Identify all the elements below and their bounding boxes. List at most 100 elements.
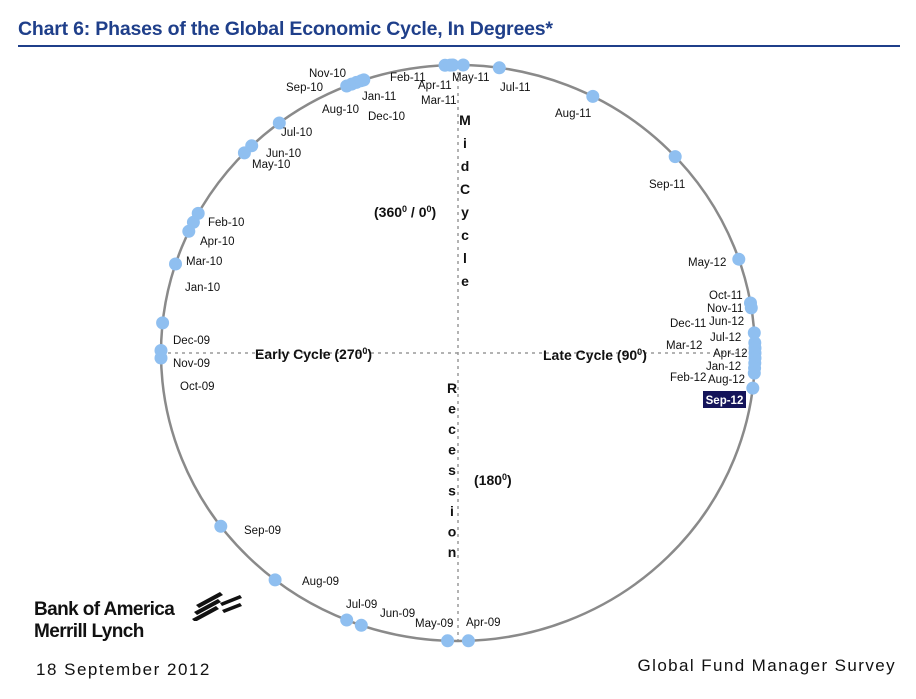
point-label-sep-11: Sep-11	[649, 179, 685, 191]
mid-cycle-label-letter: c	[461, 227, 469, 243]
early-cycle-label-part: Early Cycle (270	[255, 346, 363, 362]
point-label-oct-11: Oct-11	[709, 290, 743, 302]
point-label-may-11: May-11	[452, 72, 490, 84]
point-label-aug-09: Aug-09	[302, 576, 339, 588]
point-label-mar-11: Mar-11	[421, 95, 457, 107]
angle-label-360-part: 0	[427, 204, 432, 214]
recession-label-letter: s	[448, 462, 456, 478]
late-cycle-label-part: Late Cycle (90	[543, 347, 637, 363]
point-label-nov-09: Nov-09	[173, 358, 210, 370]
point-label-dec-10: Dec-10	[368, 111, 405, 123]
data-point-apr-11	[446, 58, 460, 72]
point-label-mar-10: Mar-10	[186, 256, 222, 268]
point-label-jan-12: Jan-12	[706, 361, 741, 373]
data-point-jan-11	[357, 73, 371, 87]
angle-label-360-part: )	[432, 204, 437, 220]
data-point-jan-10	[169, 257, 182, 271]
point-label-may-12: May-12	[688, 257, 726, 269]
point-label-nov-10: Nov-10	[309, 68, 346, 80]
data-point-may-11	[456, 58, 470, 72]
point-label-feb-10: Feb-10	[208, 217, 244, 229]
late-cycle-label: Late Cycle (900)	[543, 347, 647, 363]
flag-icon	[192, 592, 242, 621]
point-label-dec-09: Dec-09	[173, 335, 210, 347]
data-point-jul-10	[272, 116, 286, 130]
highlight-box-sep-12	[703, 391, 746, 408]
point-label-apr-11: Apr-11	[418, 80, 452, 92]
data-point-may-12	[732, 252, 746, 266]
point-label-nov-11: Nov-11	[707, 303, 743, 315]
recession-label-letter: R	[447, 380, 457, 396]
logo-text-line2: Merrill Lynch	[34, 621, 144, 642]
angle-label-360-part: / 0	[407, 204, 427, 220]
mid-cycle-label-letter: l	[463, 250, 467, 266]
company-logo: Bank of America Merrill Lynch	[34, 592, 242, 643]
recession-label-letter: e	[448, 401, 456, 417]
point-label-dec-11: Dec-11	[670, 318, 706, 330]
logo-text-line1: Bank of America	[34, 599, 175, 620]
point-label-aug-10: Aug-10	[322, 104, 359, 116]
point-label-feb-11: Feb-11	[390, 72, 426, 84]
point-label-feb-12: Feb-12	[670, 372, 706, 384]
angle-label-360-part: (360	[374, 204, 402, 220]
point-label-apr-12: Apr-12	[713, 348, 748, 360]
point-label-jul-12: Jul-12	[710, 332, 741, 344]
recession-label-letter: n	[448, 544, 457, 560]
data-point-jul-09	[340, 613, 354, 627]
data-point-sep-09	[214, 519, 228, 533]
recession-label-letter: c	[448, 421, 456, 437]
point-label-jan-10: Jan-10	[185, 282, 220, 294]
mid-cycle-label-letter: e	[461, 273, 469, 289]
point-label-jun-10: Jun-10	[266, 148, 301, 160]
data-point-jun-10	[245, 139, 259, 153]
late-cycle-label-part: )	[642, 347, 647, 363]
early-cycle-label-part: )	[367, 346, 372, 362]
point-label-aug-12: Aug-12	[708, 374, 745, 386]
point-label-aug-11: Aug-11	[555, 108, 591, 120]
point-label-mar-12: Mar-12	[666, 340, 702, 352]
data-point-oct-09	[156, 316, 170, 330]
angle-label-180: (1800)	[474, 472, 512, 488]
data-point-jun-09	[354, 618, 368, 632]
early-cycle-label: Early Cycle (2700)	[255, 346, 372, 362]
point-label-jul-11: Jul-11	[500, 82, 530, 94]
data-point-sep-12	[746, 381, 760, 395]
point-label-may-10: May-10	[252, 159, 290, 171]
point-label-jul-10: Jul-10	[281, 127, 312, 139]
mid-cycle-label-letter: i	[463, 135, 467, 151]
mid-cycle-label-letter: d	[461, 158, 470, 174]
angle-label-180-part: (180	[474, 472, 502, 488]
data-point-apr-09	[461, 634, 475, 648]
mid-cycle-label-letter: M	[459, 112, 471, 128]
data-point-dec-11	[747, 326, 761, 340]
data-point-sep-11	[668, 150, 682, 164]
recession-label-letter: i	[450, 503, 454, 519]
data-point-feb-10	[191, 206, 205, 220]
point-label-jun-12: Jun-12	[709, 316, 744, 328]
point-label-sep-09: Sep-09	[244, 525, 281, 537]
point-label-apr-09: Apr-09	[466, 617, 501, 629]
point-label-may-09: May-09	[415, 618, 453, 630]
data-point-may-09	[441, 634, 455, 648]
point-label-jun-09: Jun-09	[380, 608, 415, 620]
report-date: 18 September 2012	[36, 660, 211, 679]
recession-label-letter: o	[448, 524, 457, 540]
data-point-aug-11	[586, 89, 600, 103]
early-cycle-label-part: 0	[362, 346, 367, 356]
data-point-feb-12	[747, 366, 761, 380]
chart-title: Chart 6: Phases of the Global Economic C…	[18, 18, 553, 40]
mid-cycle-label-letter: C	[460, 181, 470, 197]
point-label-sep-12: Sep-12	[706, 395, 744, 407]
angle-label-360-part: 0	[402, 204, 407, 214]
point-label-oct-09: Oct-09	[180, 381, 215, 393]
data-point-aug-09	[268, 573, 282, 587]
data-point-nov-11	[744, 301, 758, 315]
data-point-jul-11	[492, 61, 506, 75]
data-point-dec-09	[154, 351, 168, 365]
point-label-jul-09: Jul-09	[346, 599, 377, 611]
late-cycle-label-part: 0	[637, 347, 642, 357]
angle-label-180-part: 0	[502, 472, 507, 482]
recession-label-letter: e	[448, 442, 456, 458]
angle-label-180-part: )	[507, 472, 512, 488]
